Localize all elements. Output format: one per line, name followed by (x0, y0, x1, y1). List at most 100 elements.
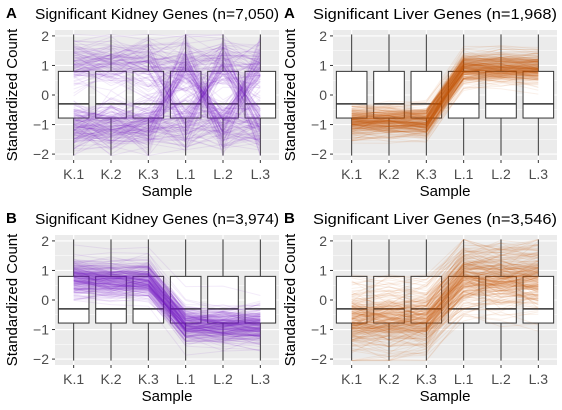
gene-profile-line (73, 86, 261, 126)
box-L.3 (522, 275, 555, 324)
gene-profile-line (73, 299, 261, 356)
gene-profile-line (351, 275, 539, 326)
gene-profile-line (73, 85, 261, 137)
gene-profile-line (351, 272, 539, 328)
gene-profile-line (351, 247, 539, 312)
gene-profile-line (351, 280, 539, 335)
gene-profile-line (351, 62, 539, 123)
gene-profile-line (73, 283, 261, 338)
gene-profile-line (351, 66, 539, 121)
gene-profile-line (351, 266, 539, 327)
gene-profile-line (351, 260, 539, 311)
box-K.3 (132, 70, 165, 119)
gene-profile-line (73, 266, 261, 327)
x-tick-label: K.1 (341, 371, 362, 387)
gene-profile-line (351, 267, 539, 317)
gene-profile-line (351, 282, 539, 330)
gene-profile-line (351, 290, 539, 352)
gene-profile-line (351, 72, 539, 136)
gene-profile-line (351, 69, 539, 132)
gene-profile-line (73, 274, 261, 336)
gene-profile-line (351, 312, 539, 358)
gene-profile-line (351, 275, 539, 321)
gene-profile-line (351, 274, 539, 324)
gene-profile-line (73, 285, 261, 339)
gene-profile-line (73, 72, 261, 123)
gene-profile-line (73, 56, 261, 136)
gene-profile-line (73, 64, 261, 116)
gene-profile-line (73, 284, 261, 342)
gene-profile-line (73, 55, 261, 149)
gene-profile-line (73, 287, 261, 348)
gene-profile-line (73, 262, 261, 324)
gene-profile-line (351, 251, 539, 315)
x-tick-label: L.1 (454, 166, 474, 182)
gene-profile-line (73, 281, 261, 336)
gene-profile-line (73, 284, 261, 343)
gene-profile-line (351, 69, 539, 128)
gene-profile-line (351, 273, 539, 323)
gene-profile-line (351, 67, 539, 126)
gene-profile-line (73, 128, 261, 143)
gene-profile-line (351, 72, 539, 130)
gene-profile-line (73, 119, 261, 150)
gene-profile-line (73, 262, 261, 326)
gene-profile-line (73, 110, 261, 147)
gene-profile-line (351, 272, 539, 323)
gene-profile-line (351, 293, 539, 342)
gene-profile-line (73, 41, 261, 109)
gene-profile-line (351, 56, 539, 114)
gene-profile-line (73, 49, 261, 137)
gene-profile-line (351, 65, 539, 129)
gene-profile-line (351, 280, 539, 347)
gene-profile-line (73, 273, 261, 333)
gene-profile-line (351, 66, 539, 129)
gene-profile-line (351, 75, 539, 132)
gene-profile-line (351, 292, 539, 348)
gene-profile-line (351, 298, 539, 355)
gene-profile-line (73, 271, 261, 326)
gene-profile-line (73, 278, 261, 329)
x-tick-label: K.2 (100, 371, 121, 387)
gene-profile-line (73, 283, 261, 335)
gene-profile-line (73, 48, 261, 66)
gene-profile-line (73, 271, 261, 325)
box-K.1 (335, 275, 368, 324)
gene-profile-line (351, 72, 539, 134)
gene-profile-line (73, 275, 261, 326)
gene-profile-line (351, 288, 539, 333)
gene-profile-line (351, 273, 539, 315)
gene-profile-line (73, 40, 261, 127)
gene-profile-line (73, 262, 261, 321)
gene-profile-line (73, 278, 261, 338)
gene-profile-line (351, 53, 539, 118)
gene-profile-line (73, 265, 261, 324)
gene-profile-line (73, 287, 261, 335)
gene-profile-lines (73, 33, 261, 158)
gene-profile-line (351, 283, 539, 336)
gene-profile-line (73, 72, 261, 120)
gene-profile-line (73, 37, 261, 134)
gene-profile-line (351, 62, 539, 129)
gene-profile-line (73, 275, 261, 337)
gene-profile-line (351, 67, 539, 128)
gene-profile-line (73, 65, 261, 146)
gene-profile-line (73, 265, 261, 318)
gene-profile-line (73, 53, 261, 141)
gene-profile-line (351, 268, 539, 318)
gene-profile-line (351, 276, 539, 320)
gene-profile-line (73, 267, 261, 319)
gene-profile-line (351, 61, 539, 125)
gene-profile-line (351, 299, 539, 362)
gene-profile-line (351, 276, 539, 334)
panel-letter: B (284, 210, 295, 227)
gene-profile-line (351, 60, 539, 125)
gene-profile-line (351, 253, 539, 319)
gene-profile-line (351, 76, 539, 134)
gene-profile-line (351, 72, 539, 134)
gene-profile-line (73, 280, 261, 338)
x-tick-label: L.2 (491, 166, 511, 182)
gene-profile-line (73, 268, 261, 322)
y-axis-title: Standardized Count (4, 28, 21, 161)
gene-profile-line (73, 258, 261, 311)
